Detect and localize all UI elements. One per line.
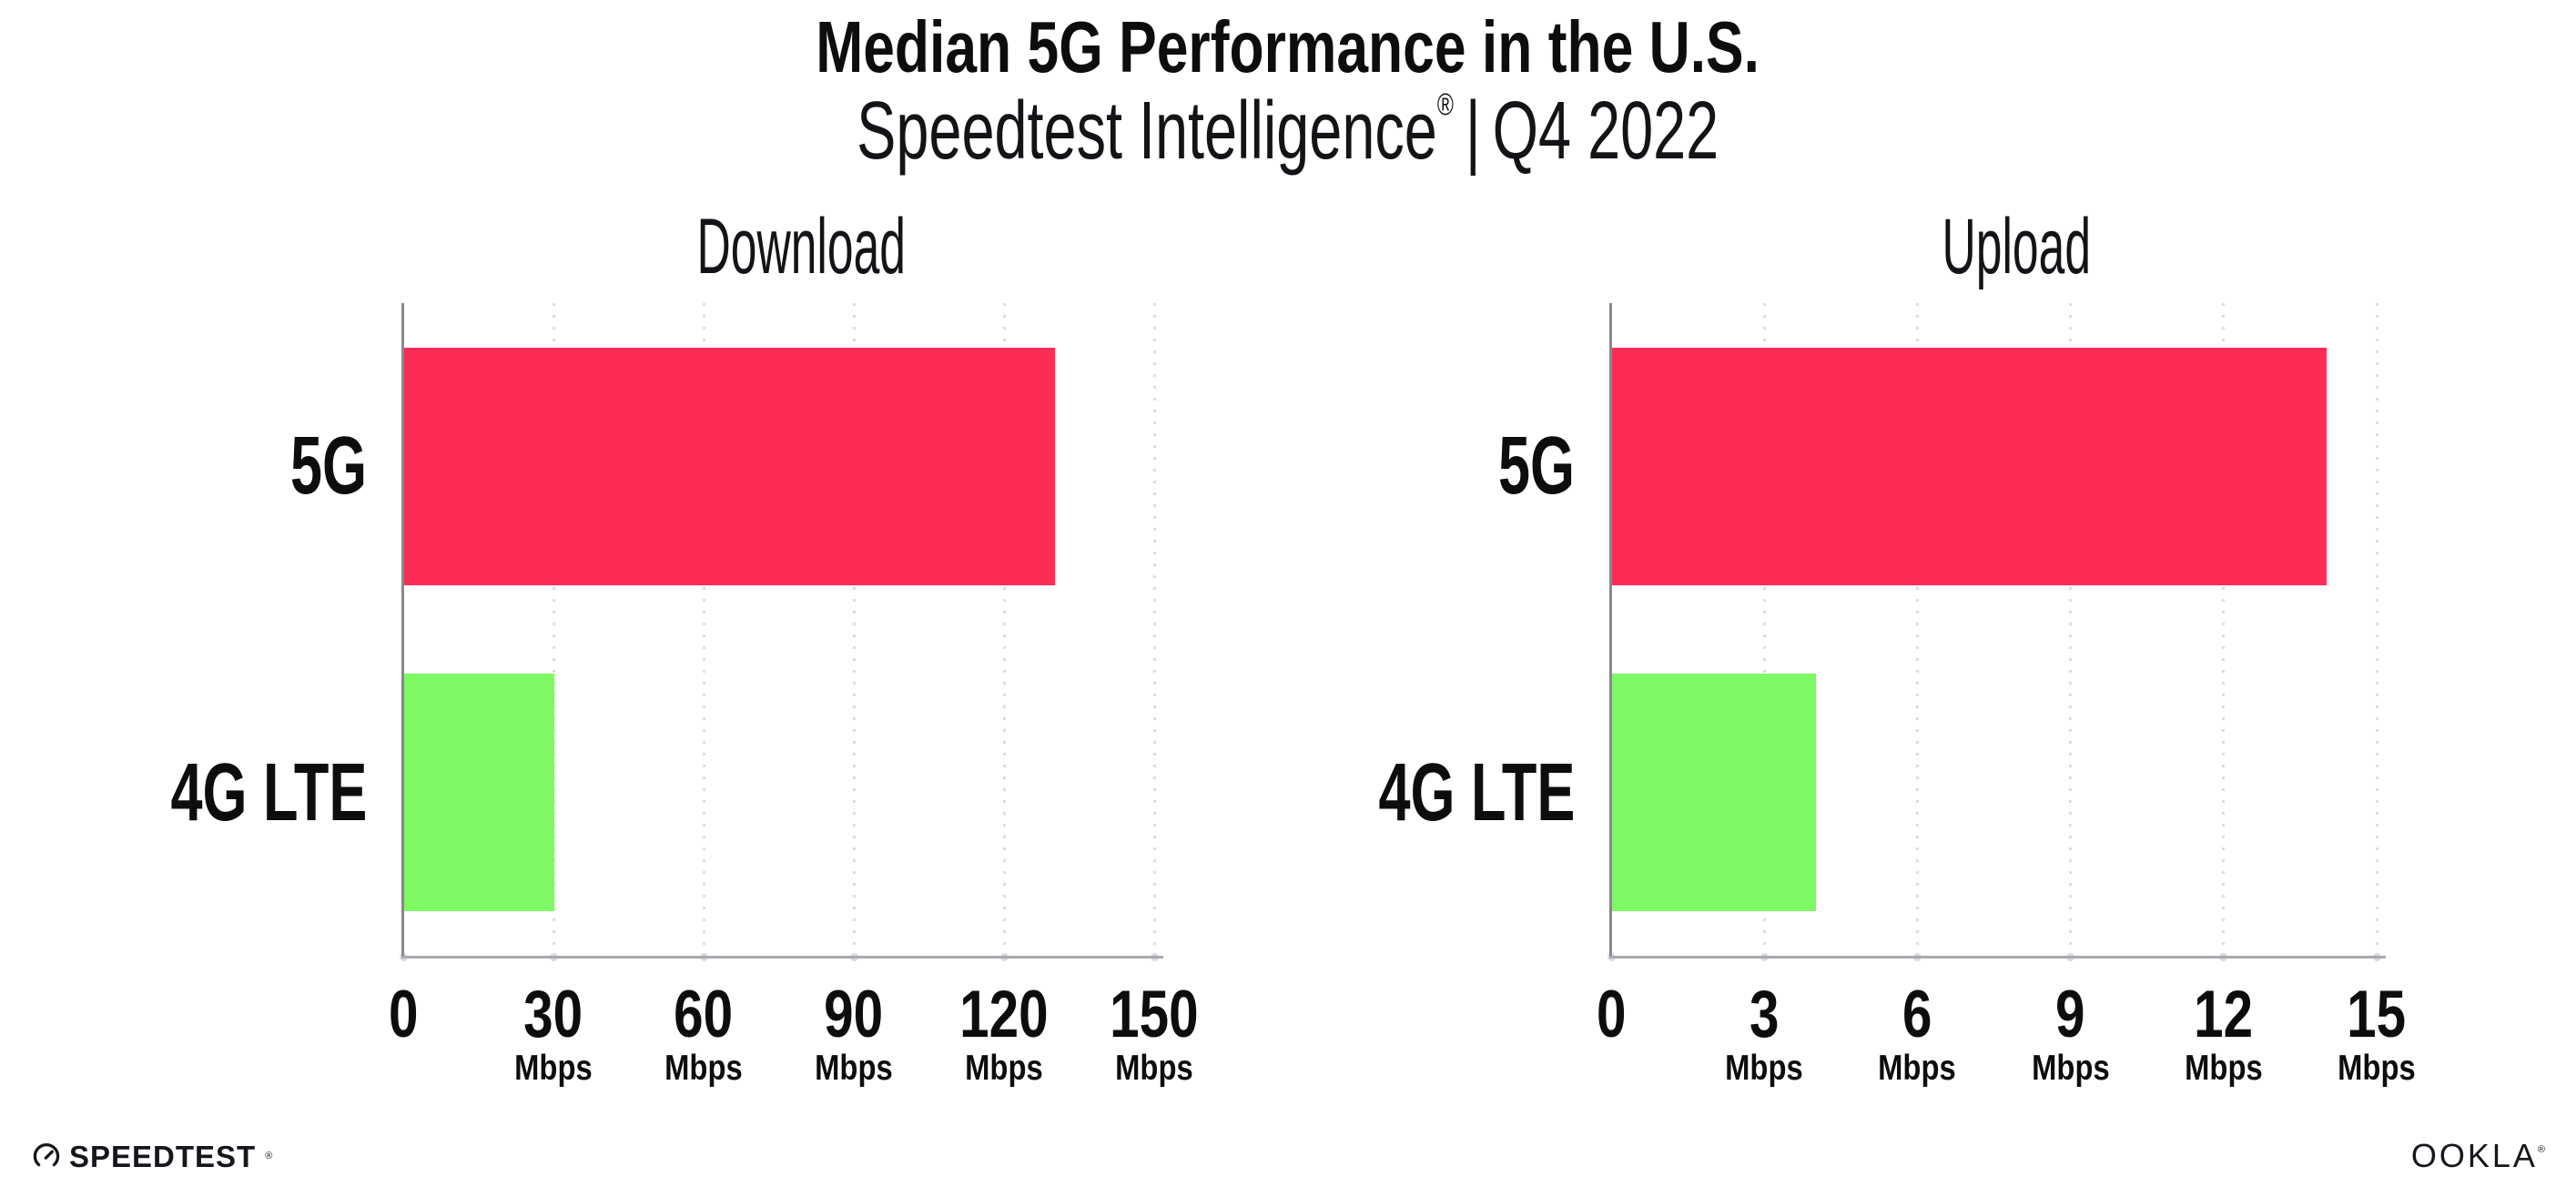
gridline-3 bbox=[1762, 303, 1766, 956]
x-tick-value: 90 bbox=[824, 978, 884, 1051]
x-tick-unit-15: Mbps bbox=[2222, 1050, 2531, 1086]
chart-title-text: Upload bbox=[1942, 203, 2092, 290]
gridline-6 bbox=[1915, 303, 1919, 956]
x-tick-unit-text: Mbps bbox=[2185, 1049, 2263, 1088]
x-tick-unit-150: Mbps bbox=[999, 1050, 1309, 1086]
category-label-4g-lte: 4G LTE bbox=[0, 734, 367, 852]
category-label-text: 5G bbox=[289, 421, 367, 512]
x-tick-unit-text: Mbps bbox=[514, 1049, 593, 1088]
registered-mark-icon: ® bbox=[1437, 87, 1455, 122]
ookla-logo: OOKLA® bbox=[2411, 1140, 2545, 1172]
gridline-120 bbox=[1002, 303, 1006, 956]
chart-title-upload: Upload bbox=[1653, 208, 2381, 286]
x-tick-label-0: 0 bbox=[1456, 981, 1766, 1048]
x-tick-unit-9: Mbps bbox=[1916, 1050, 2226, 1086]
x-tick-label-12: 12 bbox=[2069, 981, 2378, 1048]
x-tick-unit-text: Mbps bbox=[2031, 1049, 2110, 1088]
x-axis-line bbox=[401, 956, 1163, 959]
x-tick-label-15: 15 bbox=[2222, 981, 2531, 1048]
ookla-wordmark: OOKLA bbox=[2410, 1137, 2538, 1174]
category-label-5g: 5G bbox=[1156, 407, 1575, 525]
x-tick-unit-text: Mbps bbox=[1878, 1049, 1957, 1088]
category-label-text: 4G LTE bbox=[1378, 746, 1575, 838]
x-tick-value: 60 bbox=[674, 978, 734, 1051]
x-tick-value: 150 bbox=[1110, 978, 1199, 1051]
subtitle-period: Q4 2022 bbox=[1492, 86, 1719, 177]
x-tick-value: 3 bbox=[1749, 978, 1780, 1051]
x-tick-unit-text: Mbps bbox=[1725, 1049, 1803, 1088]
chart-title-text: Download bbox=[696, 203, 907, 290]
page-subtitle-text: Speedtest Intelligence® | Q4 2022 bbox=[857, 89, 1719, 172]
x-tick-unit-text: Mbps bbox=[2338, 1049, 2416, 1088]
x-tick-unit-text: Mbps bbox=[664, 1049, 743, 1088]
gridline-90 bbox=[852, 303, 856, 956]
x-tick-value: 0 bbox=[1596, 978, 1627, 1051]
x-tick-label-30: 30 bbox=[399, 981, 708, 1048]
x-tick-unit-3: Mbps bbox=[1609, 1050, 1919, 1086]
x-tick-unit-90: Mbps bbox=[699, 1050, 1009, 1086]
y-axis-line bbox=[1609, 303, 1612, 959]
category-label-text: 4G LTE bbox=[170, 746, 367, 838]
x-tick-unit-60: Mbps bbox=[549, 1050, 858, 1086]
x-tick-unit-6: Mbps bbox=[1762, 1050, 2072, 1086]
gridline-60 bbox=[702, 303, 705, 956]
x-tick-label-120: 120 bbox=[849, 981, 1159, 1048]
x-tick-value: 12 bbox=[2194, 978, 2254, 1051]
speedtest-wordmark: SPEEDTEST bbox=[69, 1139, 257, 1173]
bar-download-4g-lte bbox=[404, 674, 554, 912]
gridline-30 bbox=[552, 303, 555, 956]
x-tick-unit-120: Mbps bbox=[849, 1050, 1159, 1086]
chart-title-download: Download bbox=[438, 208, 1166, 286]
subtitle-divider: | bbox=[1465, 86, 1481, 177]
x-tick-label-3: 3 bbox=[1609, 981, 1919, 1048]
ookla-registered-icon: ® bbox=[2537, 1144, 2545, 1155]
page-title-text: Median 5G Performance in the U.S. bbox=[816, 6, 1760, 87]
category-label-text: 5G bbox=[1497, 421, 1575, 512]
gridline-15 bbox=[2375, 303, 2378, 956]
x-tick-value: 9 bbox=[2055, 978, 2085, 1051]
gridline-9 bbox=[2069, 303, 2073, 956]
x-tick-label-0: 0 bbox=[248, 981, 558, 1048]
bar-download-5g bbox=[404, 347, 1055, 585]
gridline-150 bbox=[1152, 303, 1156, 956]
x-tick-unit-12: Mbps bbox=[2069, 1050, 2378, 1086]
x-tick-unit-text: Mbps bbox=[1115, 1049, 1193, 1088]
bar-upload-5g bbox=[1612, 347, 2327, 585]
x-tick-label-150: 150 bbox=[999, 981, 1309, 1048]
x-tick-unit-text: Mbps bbox=[965, 1049, 1043, 1088]
category-label-4g-lte: 4G LTE bbox=[1156, 734, 1575, 852]
speedtest-logo: SPEEDTEST ® bbox=[33, 1139, 273, 1173]
x-tick-unit-text: Mbps bbox=[815, 1049, 893, 1088]
x-tick-value: 6 bbox=[1902, 978, 1932, 1051]
x-tick-label-90: 90 bbox=[699, 981, 1009, 1048]
x-tick-label-60: 60 bbox=[549, 981, 858, 1048]
x-tick-value: 0 bbox=[388, 978, 419, 1051]
gridline-12 bbox=[2222, 303, 2226, 956]
speedtest-gauge-icon bbox=[33, 1143, 60, 1167]
page-subtitle: Speedtest Intelligence® | Q4 2022 bbox=[0, 89, 2576, 172]
bar-upload-4g-lte bbox=[1612, 674, 1817, 912]
subtitle-brand: Speedtest Intelligence bbox=[857, 86, 1438, 177]
category-label-5g: 5G bbox=[0, 407, 367, 525]
page-title: Median 5G Performance in the U.S. bbox=[0, 11, 2576, 84]
y-axis-line bbox=[401, 303, 404, 959]
x-tick-value: 15 bbox=[2347, 978, 2407, 1051]
x-tick-label-9: 9 bbox=[1916, 981, 2226, 1048]
x-tick-label-6: 6 bbox=[1762, 981, 2072, 1048]
x-tick-value: 120 bbox=[959, 978, 1049, 1051]
x-tick-value: 30 bbox=[523, 978, 583, 1051]
x-tick-unit-30: Mbps bbox=[399, 1050, 708, 1086]
x-axis-line bbox=[1609, 956, 2386, 959]
speedtest-registered-icon: ® bbox=[265, 1151, 273, 1161]
